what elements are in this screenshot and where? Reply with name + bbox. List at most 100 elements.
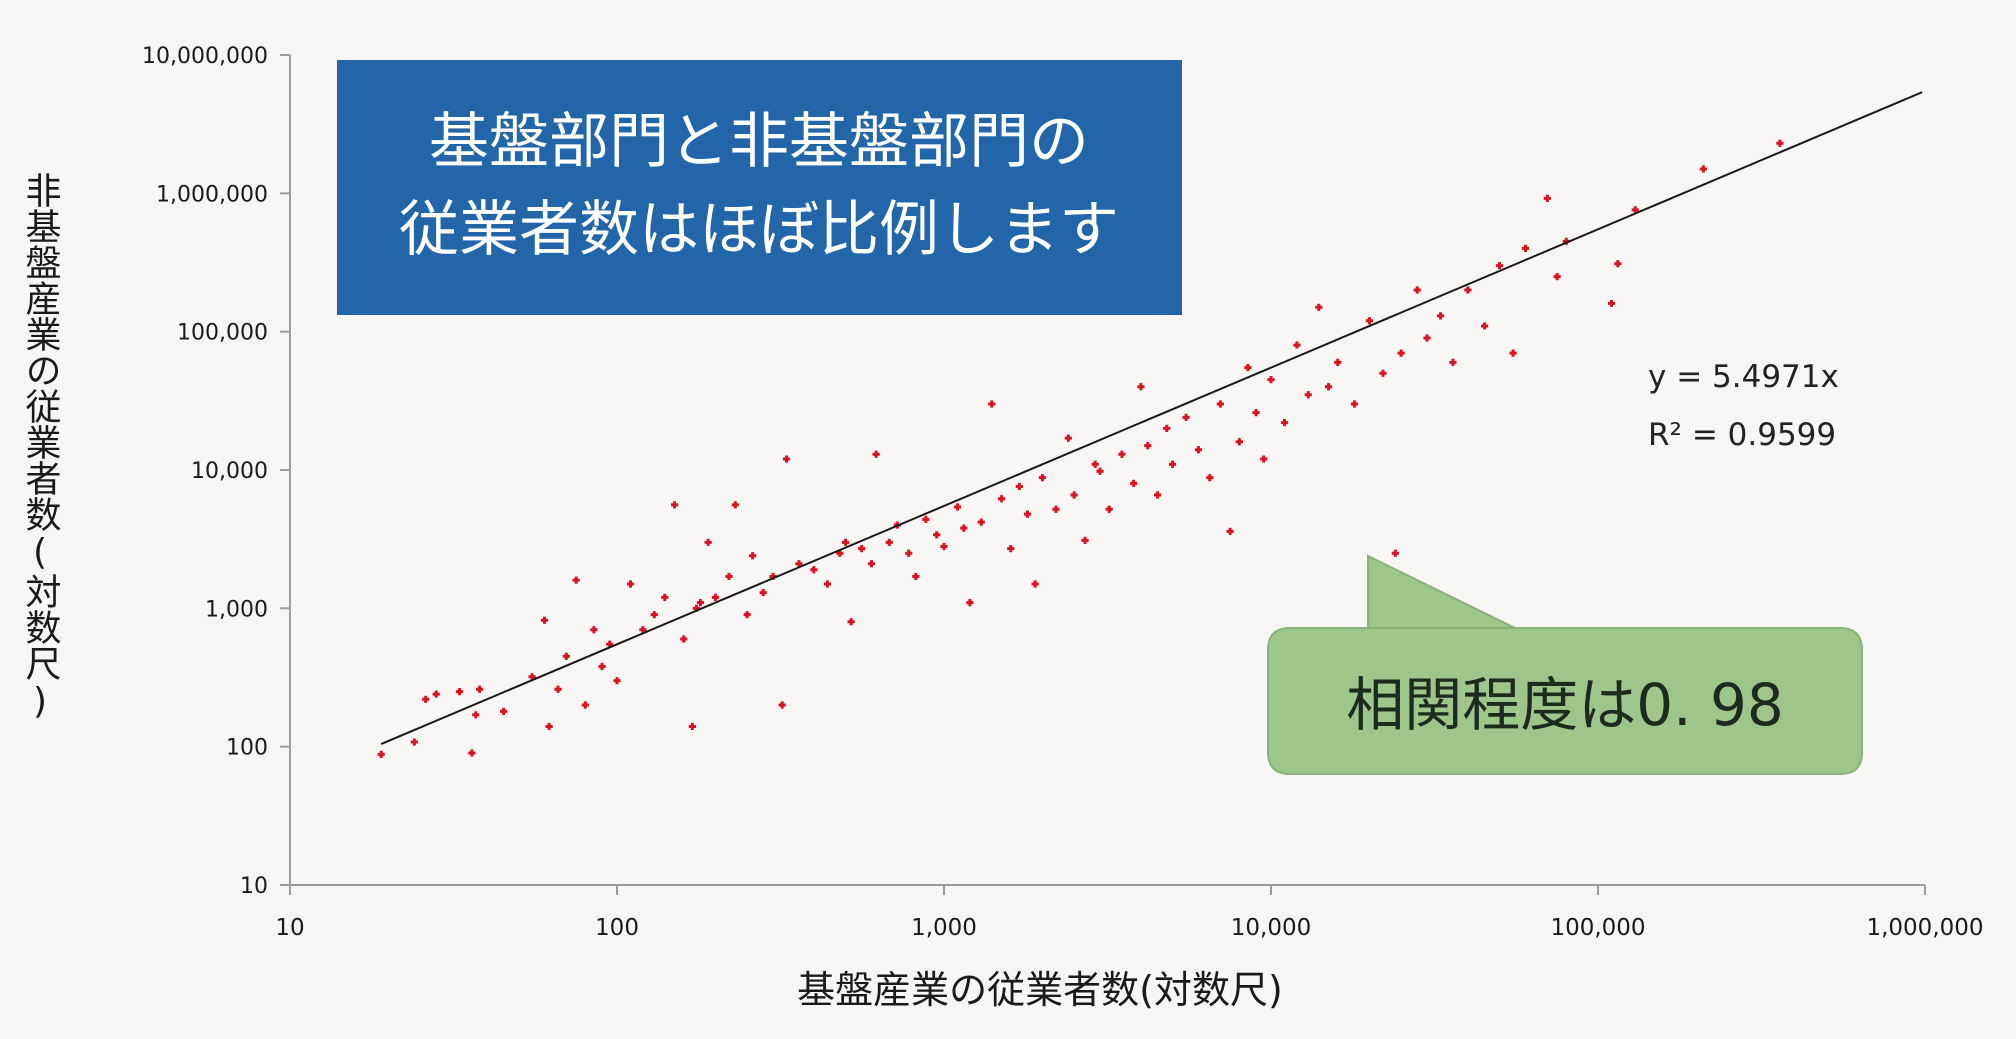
data-point (1413, 286, 1421, 294)
data-point (997, 495, 1006, 503)
data-point (711, 593, 720, 601)
data-point (940, 542, 948, 551)
data-point (1105, 505, 1113, 513)
x-tick-label: 1,000,000 (1866, 915, 1983, 941)
data-point (500, 707, 508, 715)
blue-callout-line-1: 基盤部門と非基盤部門の (429, 107, 1089, 177)
data-point (725, 572, 733, 581)
data-point (731, 501, 739, 509)
data-point (1154, 491, 1162, 499)
data-point (1235, 438, 1243, 446)
data-point (905, 549, 913, 557)
data-points (377, 139, 1784, 758)
data-point (1553, 273, 1561, 281)
data-point (1304, 391, 1312, 399)
data-point (933, 531, 941, 539)
data-point (922, 515, 930, 523)
data-point (1543, 194, 1551, 202)
blue-callout-box (337, 60, 1182, 315)
x-tick-label: 100 (595, 915, 639, 941)
data-point (966, 599, 974, 607)
x-tick-label: 100,000 (1550, 915, 1645, 941)
data-point (810, 566, 818, 574)
data-point (1464, 286, 1472, 294)
data-point (1137, 383, 1145, 391)
data-point (1280, 419, 1289, 427)
data-point (1182, 413, 1190, 422)
data-point (639, 626, 647, 634)
data-point (661, 593, 669, 601)
data-point (743, 611, 751, 619)
data-point (1118, 450, 1126, 458)
data-point (704, 538, 712, 546)
data-point (1495, 262, 1504, 270)
data-point (778, 701, 786, 709)
data-point (1015, 482, 1023, 491)
data-point (455, 688, 464, 696)
data-point (988, 400, 996, 408)
data-point (1129, 479, 1138, 488)
green-callout-bubble (1267, 554, 1863, 775)
data-point (1031, 580, 1039, 588)
data-point (1007, 545, 1015, 553)
x-tick-label: 10 (275, 915, 304, 941)
data-point (872, 450, 880, 458)
data-point (1423, 334, 1431, 342)
data-point (540, 616, 549, 624)
data-point (867, 560, 876, 568)
data-point (1226, 527, 1234, 535)
data-point (1168, 460, 1177, 468)
data-point (1038, 474, 1047, 482)
data-point (1521, 244, 1530, 252)
data-point (1315, 303, 1323, 311)
data-point (545, 722, 553, 731)
data-point (1070, 491, 1078, 499)
data-point (1397, 349, 1405, 357)
data-point (1052, 505, 1060, 513)
data-point (680, 635, 688, 643)
data-point (650, 611, 658, 619)
data-point (581, 701, 589, 709)
trendline (380, 91, 1923, 745)
data-point (1607, 299, 1616, 308)
data-point (1776, 139, 1784, 147)
y-tick-label: 1,000 (205, 597, 268, 622)
data-point (1194, 446, 1203, 454)
data-point (977, 518, 985, 526)
data-point (1699, 165, 1707, 173)
data-point (1350, 400, 1359, 408)
data-point (1631, 206, 1639, 214)
data-point (613, 677, 621, 685)
data-point (410, 738, 418, 746)
data-point (688, 722, 696, 731)
data-point (858, 545, 866, 553)
data-point (1260, 455, 1268, 463)
y-tick-label: 10,000 (191, 459, 268, 484)
data-point (598, 662, 606, 671)
data-point (1614, 260, 1622, 268)
data-point (823, 580, 832, 588)
y-tick-label: 1,000,000 (156, 182, 268, 207)
y-tick-label: 10,000,000 (142, 44, 268, 69)
y-axis-ticks: 10 100 1,000 10,000 100,000 1,000,000 10,000,0… (142, 44, 290, 899)
data-point (1252, 408, 1260, 417)
data-point (1391, 549, 1399, 557)
data-point (1091, 460, 1099, 468)
data-point (1023, 510, 1032, 518)
data-point (1436, 312, 1445, 320)
data-point (795, 560, 803, 568)
data-point (885, 538, 893, 546)
data-point (1216, 400, 1224, 408)
x-axis-ticks: 10 100 1,000 10,000 100,000 1,000,000 (275, 885, 1984, 941)
data-point (749, 552, 757, 560)
data-point (670, 501, 679, 509)
y-tick-label: 100 (226, 736, 268, 761)
green-callout-text: 相関程度は0. 98 (1346, 671, 1784, 739)
trendline-equation: y = 5.4971x (1648, 359, 1839, 395)
x-tick-label: 10,000 (1231, 915, 1311, 941)
data-point (1509, 349, 1517, 357)
data-point (1267, 376, 1275, 384)
data-point (468, 749, 476, 757)
